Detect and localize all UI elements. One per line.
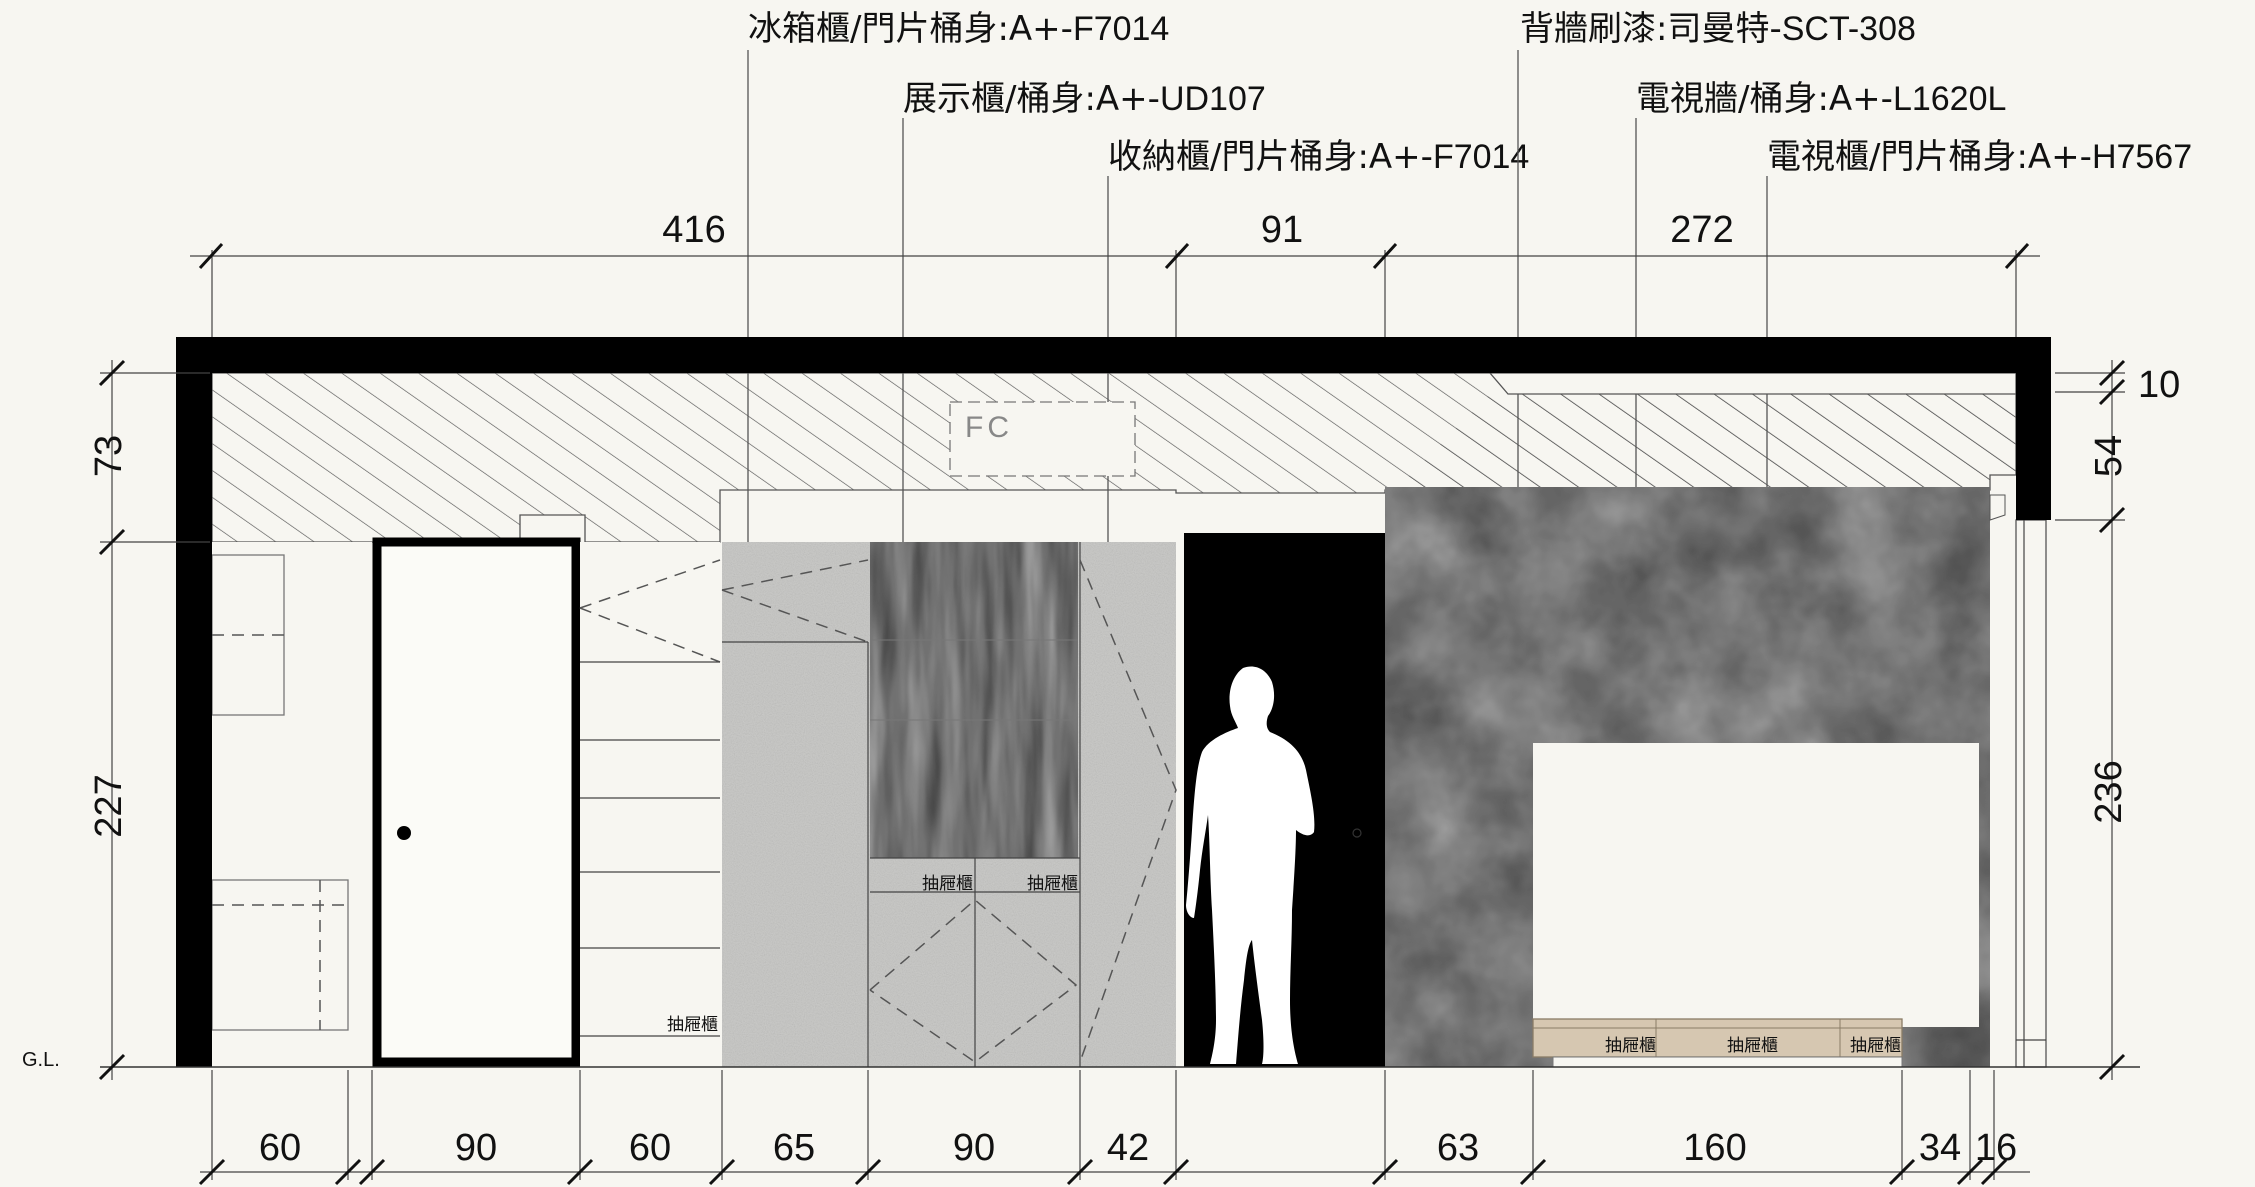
top-dim-91: 91 — [1261, 209, 1303, 251]
bottom-dimension-tick — [198, 1158, 226, 1186]
left-dim-227: 227 — [88, 774, 130, 837]
callout-tv-wall: 電視牆/桶身:A+-L1620L — [1636, 79, 2006, 119]
right-dimension-line — [2055, 359, 2126, 1081]
bottom-dimension-tick — [1371, 1158, 1399, 1186]
right-dim-10: 10 — [2138, 364, 2180, 406]
tv-cabinet — [1532, 1018, 1903, 1058]
bottom-dim-60-b: 60 — [629, 1127, 671, 1169]
right-window-frame — [2015, 519, 2047, 1068]
bottom-dimension-tick — [358, 1158, 386, 1186]
ground-line-label: G.L. — [22, 1049, 60, 1071]
fc-label: FC — [965, 411, 1013, 444]
bottom-dimension-line — [198, 1070, 2030, 1186]
bottom-dimension-tick — [334, 1158, 362, 1186]
bottom-dimension-tick — [1956, 1158, 1984, 1186]
left-dim-73: 73 — [88, 435, 130, 477]
right-dim-236: 236 — [2088, 760, 2130, 823]
bottom-dim-16: 16 — [1975, 1127, 2017, 1169]
drawer-label-mid-1: 抽屜櫃 — [922, 874, 973, 894]
callout-back-wall-paint: 背牆刷漆:司曼特-SCT-308 — [1520, 9, 1916, 49]
top-dim-272: 272 — [1670, 209, 1733, 251]
bottom-dim-90-b: 90 — [953, 1127, 995, 1169]
top-dimension-line — [190, 242, 2040, 345]
bottom-dim-60-a: 60 — [259, 1127, 301, 1169]
drawer-label-tv-2: 抽屜櫃 — [1727, 1036, 1778, 1056]
bottom-dimension-tick — [1980, 1158, 2008, 1186]
left-cabinet-area — [211, 542, 372, 1067]
bottom-dim-90-a: 90 — [455, 1127, 497, 1169]
bottom-dimension-tick — [1162, 1158, 1190, 1186]
callout-fridge-cabinet: 冰箱櫃/門片桶身:A+-F7014 — [748, 9, 1169, 49]
tv-panel — [1533, 743, 1979, 1027]
fridge-cabinet-column: 抽屜櫃 — [579, 542, 721, 1067]
stone-cabinets: 抽屜櫃 抽屜櫃 — [721, 542, 1177, 1067]
structural-wall — [176, 337, 2051, 1067]
bottom-dim-34: 34 — [1919, 1127, 1961, 1169]
bottom-dim-63: 63 — [1437, 1127, 1479, 1169]
bottom-dimension-tick — [854, 1158, 882, 1186]
bottom-dimension-tick — [566, 1158, 594, 1186]
bottom-dim-160: 160 — [1683, 1127, 1746, 1169]
left-dimension-line — [98, 359, 210, 1081]
callout-display-cabinet: 展示櫃/桶身:A+-UD107 — [903, 79, 1266, 119]
ceiling-hatch: FC — [211, 372, 2017, 543]
fc-box — [949, 401, 1136, 477]
bottom-dimension-tick — [708, 1158, 736, 1186]
callout-tv-cabinet: 電視櫃/門片桶身:A+-H7567 — [1767, 137, 2192, 177]
bottom-dim-65: 65 — [773, 1127, 815, 1169]
drawer-label-tv-3: 抽屜櫃 — [1850, 1036, 1901, 1056]
top-dim-416: 416 — [662, 209, 725, 251]
bottom-dim-42: 42 — [1107, 1127, 1149, 1169]
drawer-label-tv-1: 抽屜櫃 — [1605, 1036, 1656, 1056]
person-silhouette — [1186, 666, 1315, 1064]
right-dim-54: 54 — [2088, 435, 2130, 477]
tv-wall: 抽屜櫃 抽屜櫃 抽屜櫃 — [1385, 487, 2006, 1068]
display-niche-dark — [870, 542, 1078, 858]
door-knob — [397, 826, 411, 840]
bottom-dimension-tick — [1519, 1158, 1547, 1186]
door — [372, 537, 581, 1067]
drawer-label-left: 抽屜櫃 — [667, 1015, 718, 1035]
bottom-dimension-tick — [1888, 1158, 1916, 1186]
callout-storage-cabinet: 收納櫃/門片桶身:A+-F7014 — [1108, 137, 1529, 177]
bottom-dimension-tick — [1066, 1158, 1094, 1186]
drawer-label-mid-2: 抽屜櫃 — [1027, 874, 1078, 894]
dark-doorway — [1184, 533, 1385, 1067]
